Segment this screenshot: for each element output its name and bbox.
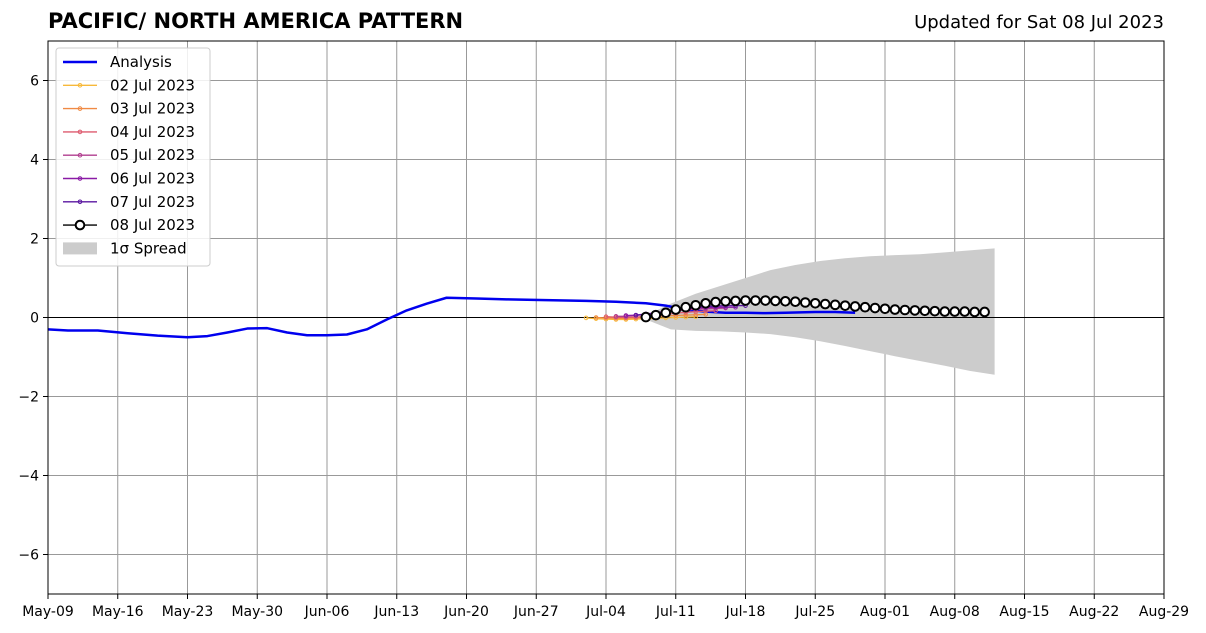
- y-tick-label: −6: [18, 548, 39, 564]
- data-point: [750, 295, 761, 306]
- y-tick-label: 4: [30, 153, 39, 169]
- legend-label: 08 Jul 2023: [110, 216, 195, 234]
- x-tick-label: Jun-13: [373, 604, 419, 620]
- data-point: [613, 314, 619, 319]
- legend-label: 04 Jul 2023: [110, 123, 195, 141]
- data-point: [959, 306, 971, 317]
- x-tick-label: Jul-04: [585, 604, 626, 620]
- legend-marker: [77, 106, 83, 111]
- data-point: [939, 306, 951, 317]
- data-point: [623, 313, 629, 318]
- legend-swatch: [63, 242, 97, 255]
- x-tick-label: Jun-06: [304, 604, 350, 620]
- data-point: [949, 306, 961, 317]
- legend: Analysis 02 Jul 2023 03 Jul 2023 04 Jul 202…: [55, 47, 211, 267]
- data-point: [603, 314, 609, 320]
- data-point: [899, 304, 911, 316]
- data-point: [809, 297, 821, 309]
- data-point: [879, 303, 891, 315]
- data-point: [859, 301, 871, 313]
- y-tick-label: 2: [30, 232, 39, 248]
- data-point: [790, 296, 801, 308]
- data-point: [710, 296, 721, 308]
- data-point: [799, 297, 811, 308]
- legend-marker: [77, 83, 83, 88]
- x-tick-label: Aug-01: [860, 604, 910, 620]
- data-point: [720, 296, 731, 307]
- data-point: [670, 304, 682, 315]
- x-tick-label: Aug-29: [1139, 604, 1189, 620]
- data-point: [969, 306, 980, 318]
- data-point: [650, 309, 662, 321]
- legend-marker: [77, 152, 83, 158]
- x-tick-label: Jul-11: [655, 604, 696, 620]
- data-point: [979, 306, 990, 318]
- data-point: [919, 305, 931, 317]
- legend-box: [55, 47, 211, 267]
- data-point: [929, 305, 941, 317]
- data-point: [909, 305, 921, 316]
- x-tick-label: May-30: [231, 604, 283, 620]
- x-tick-label: May-09: [22, 604, 74, 620]
- y-tick-label: 6: [30, 74, 39, 90]
- updated-date-label: Updated for Sat 08 Jul 2023: [914, 12, 1164, 33]
- data-point: [593, 315, 599, 320]
- data-point: [633, 312, 639, 318]
- data-point: [740, 295, 751, 306]
- data-point: [760, 295, 771, 306]
- legend-label: 02 Jul 2023: [110, 76, 195, 94]
- data-point: [690, 299, 701, 311]
- x-tick-label: May-23: [162, 604, 214, 620]
- x-tick-label: Jul-25: [794, 604, 835, 620]
- y-axis-ticks: −6 −4 −2 0 2 4 6: [18, 74, 48, 564]
- x-tick-label: Jun-20: [443, 604, 489, 620]
- data-point: [849, 301, 861, 312]
- data-point: [700, 297, 711, 309]
- legend-marker: [77, 129, 83, 135]
- data-point: [680, 301, 692, 313]
- series-lines: [47, 295, 990, 339]
- data-point: [869, 302, 881, 314]
- data-point: [583, 315, 589, 321]
- legend-label: 07 Jul 2023: [110, 193, 195, 211]
- data-point: [839, 300, 851, 311]
- x-tick-label: Aug-22: [1069, 604, 1119, 620]
- x-tick-label: Aug-15: [999, 604, 1049, 620]
- data-point: [640, 311, 652, 323]
- data-point: [829, 299, 841, 311]
- data-point: [683, 312, 689, 318]
- legend-marker: [74, 219, 86, 231]
- series-line-analysis: [47, 296, 856, 339]
- x-tick-label: Jul-18: [725, 604, 766, 620]
- x-tick-label: Jun-27: [513, 604, 559, 620]
- data-point: [730, 295, 741, 307]
- page-title: PACIFIC/ NORTH AMERICA PATTERN: [48, 9, 464, 33]
- x-tick-label: Aug-08: [930, 604, 980, 620]
- data-point: [780, 296, 791, 307]
- data-point: [819, 298, 831, 310]
- legend-label: 06 Jul 2023: [110, 170, 195, 188]
- y-tick-label: −4: [18, 469, 39, 485]
- legend-marker: [77, 199, 83, 205]
- x-tick-label: May-16: [92, 604, 144, 620]
- legend-label: 05 Jul 2023: [110, 146, 195, 164]
- x-axis-ticks: May-09 May-16 May-23 May-30 Jun-06 Jun-13 Jun-…: [22, 594, 1189, 620]
- data-point: [889, 304, 901, 315]
- data-point: [660, 307, 672, 319]
- legend-label: Analysis: [110, 53, 172, 71]
- y-tick-label: −2: [18, 390, 39, 406]
- legend-marker: [77, 176, 83, 181]
- data-point: [770, 295, 781, 307]
- legend-label: 03 Jul 2023: [110, 100, 195, 118]
- legend-label: 1σ Spread: [110, 239, 187, 257]
- y-tick-label: 0: [30, 311, 39, 327]
